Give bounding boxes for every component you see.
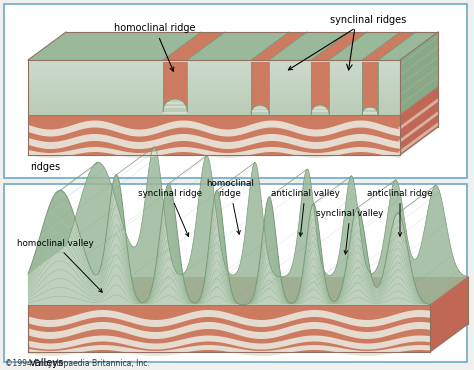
Text: ridges: ridges [30, 162, 60, 172]
Polygon shape [28, 63, 400, 65]
Polygon shape [163, 32, 225, 60]
Polygon shape [311, 32, 367, 60]
Polygon shape [28, 32, 438, 60]
Polygon shape [251, 32, 307, 60]
Polygon shape [28, 112, 400, 115]
Polygon shape [311, 62, 329, 114]
Polygon shape [28, 96, 400, 98]
Bar [4, 4, 467, 178]
Polygon shape [362, 62, 378, 115]
Polygon shape [28, 175, 430, 305]
Polygon shape [28, 110, 400, 112]
Polygon shape [362, 32, 416, 60]
Polygon shape [28, 79, 400, 82]
Polygon shape [28, 101, 400, 104]
Text: synclinal ridge: synclinal ridge [138, 189, 202, 236]
Polygon shape [28, 68, 400, 71]
Polygon shape [28, 107, 400, 110]
Text: homoclinal
ridge: homoclinal ridge [206, 179, 254, 234]
Polygon shape [28, 277, 468, 305]
Text: anticlinal valley: anticlinal valley [271, 189, 339, 236]
Polygon shape [28, 115, 400, 155]
Polygon shape [28, 71, 400, 74]
Polygon shape [28, 104, 400, 107]
Polygon shape [28, 147, 468, 305]
Text: ©1994 Encyclopaedia Britannica, Inc.: ©1994 Encyclopaedia Britannica, Inc. [5, 359, 150, 368]
Polygon shape [430, 276, 468, 305]
Polygon shape [28, 82, 400, 85]
Polygon shape [430, 277, 468, 352]
Polygon shape [400, 87, 438, 155]
Polygon shape [28, 98, 400, 101]
Polygon shape [163, 62, 187, 111]
Polygon shape [400, 32, 438, 115]
Polygon shape [28, 60, 400, 115]
Polygon shape [28, 87, 438, 115]
Polygon shape [28, 65, 400, 68]
Polygon shape [28, 74, 400, 77]
Text: anticlinal ridge: anticlinal ridge [367, 189, 433, 236]
Polygon shape [251, 62, 269, 114]
Polygon shape [28, 87, 400, 90]
Polygon shape [28, 305, 430, 352]
Text: synclinal valley: synclinal valley [316, 209, 383, 254]
Polygon shape [28, 60, 400, 63]
Text: synclinal ridges: synclinal ridges [288, 15, 406, 70]
Bar [4, 184, 467, 362]
Polygon shape [28, 90, 400, 93]
Polygon shape [28, 93, 400, 96]
Polygon shape [28, 77, 400, 79]
Polygon shape [28, 175, 430, 305]
Text: homoclinal valley: homoclinal valley [17, 239, 102, 292]
Text: homoclinal ridge: homoclinal ridge [114, 23, 196, 71]
Text: valleys: valleys [30, 358, 64, 368]
Polygon shape [28, 85, 400, 87]
